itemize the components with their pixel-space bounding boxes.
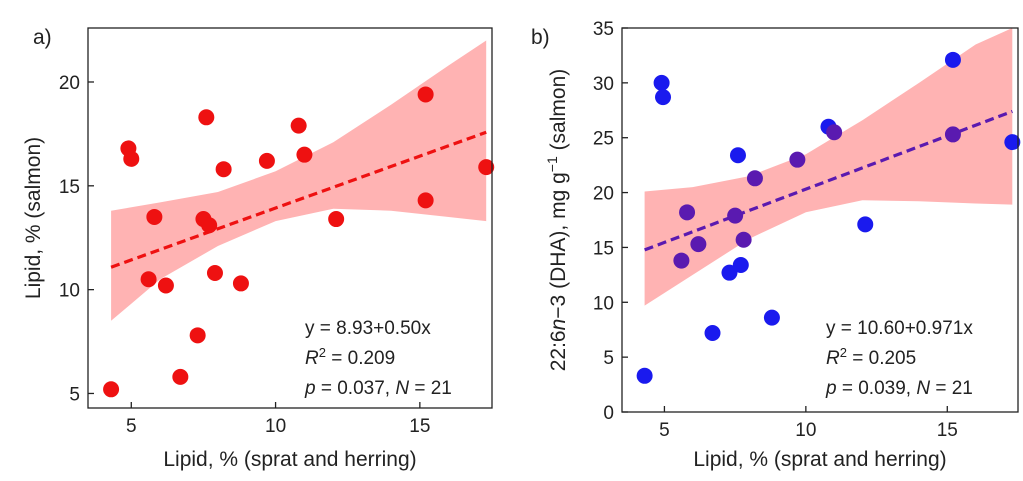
panel-b-x-tick-label: 10 [795, 420, 816, 441]
panel-a-point-0 [103, 381, 120, 398]
panel-a-r-squared: R2 = 0.209 [305, 345, 395, 370]
panel-b-confidence-band [644, 28, 1013, 306]
panel-a-y-axis-label: Lipid, % (salmon) [22, 137, 45, 299]
panel-a-point-16 [296, 146, 313, 163]
panel-b-point-18 [944, 51, 961, 68]
panel-a-fit-line [110, 130, 487, 269]
panel-b-y-tick-label: 30 [593, 74, 614, 95]
panel-a-y-tick-label: 20 [59, 73, 80, 94]
panel-a-x-tick-label: 10 [265, 416, 286, 437]
panel-b-point-13 [763, 309, 780, 326]
panel-a-point-15 [290, 117, 307, 134]
panel-a-x-tick-label: 5 [126, 416, 137, 437]
panel-b-equation: y = 10.60+0.971x [826, 318, 973, 339]
panel-b-x-axis-label: Lipid, % (sprat and herring) [693, 448, 946, 471]
panel-b-point-16 [826, 124, 843, 141]
panel-b-r-squared: R2 = 0.205 [826, 345, 916, 370]
panel-b-point-5 [690, 236, 707, 253]
panel-a-point-7 [189, 327, 206, 344]
panel-b-frame [621, 27, 1019, 413]
panel-a-x-tick-label: 15 [409, 416, 430, 437]
panel-b-point-10 [732, 256, 749, 273]
panel-a-point-12 [215, 161, 232, 178]
panel-a-y-tick-label: 5 [69, 384, 80, 405]
panel-b-y-tick-label: 10 [593, 293, 614, 314]
panel-b-y-tick-label: 20 [593, 184, 614, 205]
panel-b-point-14 [789, 151, 806, 168]
panel-b-point-19 [944, 126, 961, 143]
panel-b-point-6 [704, 325, 721, 342]
panel-a-equation: y = 8.93+0.50x [305, 318, 431, 339]
panel-b-x-tick-label: 15 [937, 420, 958, 441]
panel-a-point-5 [157, 277, 174, 294]
panel-b-point-20 [1004, 134, 1021, 151]
panel-a-point-2 [123, 150, 140, 167]
panel-a: a) 5 10 15 5 10 15 20 Lipid, % (sprat and herr… [22, 26, 495, 471]
panel-a-y-tick-label: 15 [59, 177, 80, 198]
panel-b-y-tick-label: 0 [603, 403, 614, 424]
panel-a-point-20 [478, 159, 495, 176]
panel-b-y-axis-label: 22:6n−3 (DHA), mg g−1 (salmon) [544, 69, 570, 372]
panel-a-point-19 [417, 192, 434, 209]
panel-a-y-tick-label: 10 [59, 281, 80, 302]
panel-b-point-1 [653, 74, 670, 91]
panel-a-point-17 [328, 211, 345, 228]
panel-a-x-axis-label: Lipid, % (sprat and herring) [163, 448, 416, 471]
panel-b-p-value: p = 0.039, N = 21 [825, 378, 973, 399]
panel-b-label: b) [531, 26, 550, 49]
panel-b: b) 5 10 15 0 5 10 15 20 25 30 35 Lipid, % (sprat a… [531, 19, 1021, 471]
panel-b-point-7 [721, 264, 738, 281]
panel-b-point-11 [735, 231, 752, 248]
panel-a-point-18 [417, 86, 434, 103]
panel-b-point-0 [636, 367, 653, 384]
panel-a-point-3 [140, 271, 157, 288]
panel-b-point-3 [673, 252, 690, 269]
panel-a-frame [87, 27, 493, 409]
panel-a-label: a) [33, 26, 52, 49]
panel-a-point-4 [146, 208, 163, 225]
panel-b-y-tick-label: 5 [603, 348, 614, 369]
panel-b-y-tick-label: 35 [593, 19, 614, 40]
panel-a-point-11 [206, 265, 223, 282]
panel-b-point-2 [655, 89, 672, 106]
panel-b-point-9 [729, 147, 746, 164]
panel-a-point-9 [198, 109, 215, 126]
panel-b-y-tick-label: 25 [593, 129, 614, 150]
panel-a-confidence-band [111, 40, 487, 321]
panel-b-point-4 [679, 204, 696, 221]
panel-a-point-6 [172, 368, 189, 385]
panel-b-x-tick-label: 5 [659, 420, 670, 441]
panel-b-point-17 [857, 216, 874, 233]
panel-a-p-value: p = 0.037, N = 21 [304, 378, 452, 399]
panel-b-y-tick-label: 15 [593, 238, 614, 259]
panel-a-point-13 [232, 275, 249, 292]
panel-b-point-12 [746, 170, 763, 187]
panel-a-point-14 [258, 152, 275, 169]
panel-b-point-8 [727, 207, 744, 224]
panel-a-point-10 [201, 217, 218, 234]
